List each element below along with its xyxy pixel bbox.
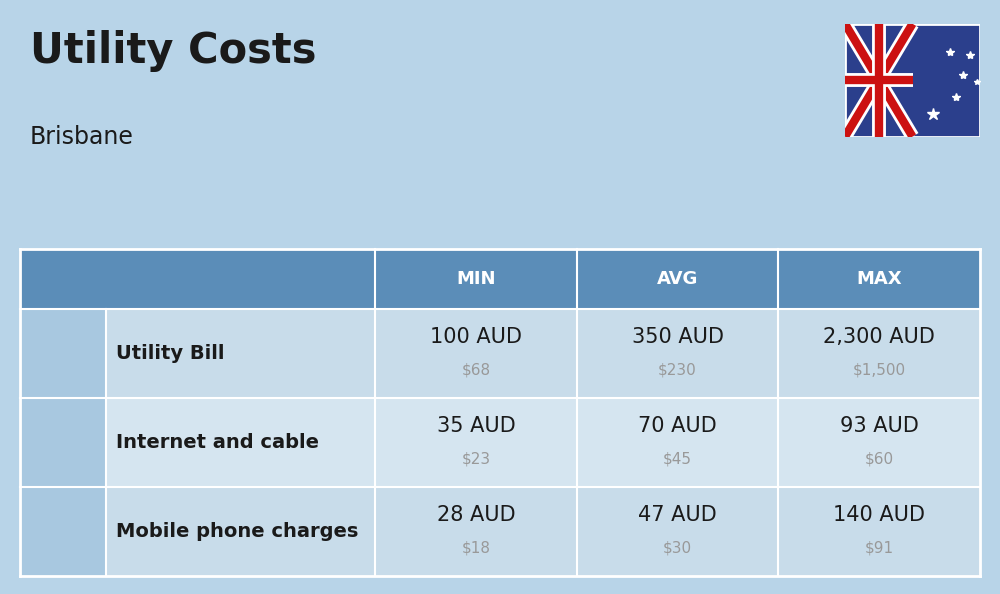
Text: MIN: MIN — [456, 270, 496, 288]
Text: 📱: 📱 — [52, 513, 75, 551]
Text: 70 AUD: 70 AUD — [638, 416, 717, 436]
Text: ━━━: ━━━ — [51, 465, 76, 479]
Text: Utility Bill: Utility Bill — [116, 344, 225, 363]
Text: $230: $230 — [658, 362, 697, 378]
Text: 350 AUD: 350 AUD — [632, 327, 724, 347]
Text: $18: $18 — [462, 541, 490, 556]
Text: 47 AUD: 47 AUD — [638, 505, 717, 525]
Text: $45: $45 — [663, 451, 692, 467]
Text: $30: $30 — [663, 541, 692, 556]
Text: 140 AUD: 140 AUD — [833, 505, 925, 525]
Text: Mobile phone charges: Mobile phone charges — [116, 522, 359, 541]
Text: $91: $91 — [865, 541, 894, 556]
Text: 📡: 📡 — [54, 420, 72, 448]
Text: ⚙: ⚙ — [51, 335, 76, 364]
Text: 100 AUD: 100 AUD — [430, 327, 522, 347]
Text: Internet and cable: Internet and cable — [116, 433, 319, 452]
Text: 🔌: 🔌 — [38, 369, 50, 388]
Text: AVG: AVG — [657, 270, 698, 288]
Text: $68: $68 — [461, 362, 491, 378]
Text: MAX: MAX — [856, 270, 902, 288]
Text: Brisbane: Brisbane — [30, 125, 134, 148]
Text: 🚿: 🚿 — [76, 369, 88, 388]
Text: 93 AUD: 93 AUD — [840, 416, 919, 436]
Text: Utility Costs: Utility Costs — [30, 30, 316, 72]
Text: $60: $60 — [865, 451, 894, 467]
Text: 35 AUD: 35 AUD — [437, 416, 515, 436]
Text: $1,500: $1,500 — [853, 362, 906, 378]
Text: 2,300 AUD: 2,300 AUD — [823, 327, 935, 347]
Text: $23: $23 — [461, 451, 491, 467]
Text: 28 AUD: 28 AUD — [437, 505, 515, 525]
